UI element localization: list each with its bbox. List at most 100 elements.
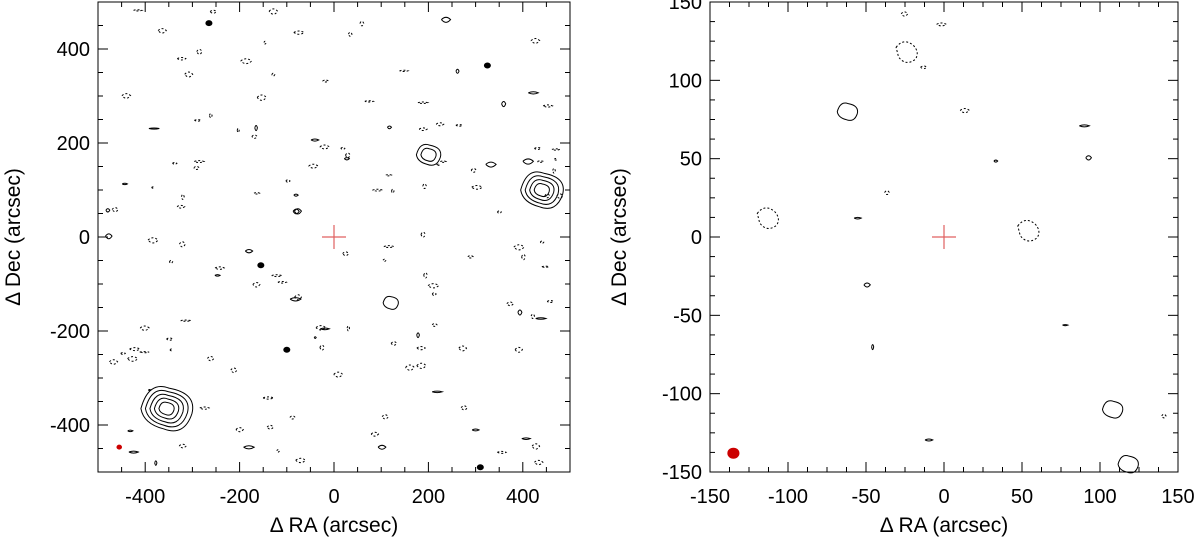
positive-contour (420, 147, 437, 162)
positive-contour (993, 159, 999, 163)
beam-marker (116, 444, 122, 450)
compact-source (205, 20, 213, 27)
negative-contour (440, 160, 448, 163)
positive-contour (1101, 400, 1124, 419)
negative-contour (460, 405, 468, 411)
negative-contour (405, 364, 415, 371)
negative-contour (900, 11, 909, 17)
positive-contour (292, 208, 300, 215)
positive-contour (520, 171, 564, 209)
positive-contour (485, 161, 497, 168)
compact-source (476, 464, 484, 471)
negative-contour (431, 322, 438, 327)
negative-contour (531, 443, 541, 450)
source-contours (140, 20, 564, 471)
negative-contour (436, 163, 441, 166)
negative-contour (319, 144, 331, 150)
negative-contour (147, 237, 159, 244)
negative-contour (209, 9, 218, 14)
negative-contour (333, 371, 344, 378)
negative-contour (884, 190, 890, 196)
negative-contour (236, 127, 240, 134)
negative-contour (539, 240, 545, 244)
negative-contour (214, 266, 226, 270)
y-tick-label: -100 (662, 384, 702, 406)
negative-contour (342, 251, 350, 257)
negative-contour (139, 351, 150, 354)
negative-contour (240, 58, 253, 65)
positive-contour (528, 91, 540, 95)
x-axis-label: Δ RA (arcsec) (880, 514, 1008, 537)
negative-contour (551, 148, 562, 151)
y-tick-label: 0 (79, 227, 90, 249)
negative-contour (346, 325, 351, 332)
negative-contour (271, 72, 276, 77)
positive-contour (310, 138, 320, 142)
positive-contour (1085, 155, 1092, 161)
negative-contour (359, 20, 365, 27)
negative-contour (470, 167, 477, 173)
positive-contour (313, 336, 317, 339)
positive-contour (1062, 324, 1070, 327)
negative-contour (1017, 219, 1040, 242)
negative-contour (208, 113, 213, 119)
negative-contour (542, 104, 554, 108)
negative-contour (294, 294, 303, 301)
negative-contour (423, 272, 428, 279)
positive-contour (521, 437, 532, 440)
positive-contour (243, 445, 256, 450)
negative-contour (166, 337, 174, 341)
negative-contour (194, 160, 206, 164)
negative-contour (496, 210, 502, 214)
negative-contour (168, 259, 174, 264)
positive-contour (836, 102, 859, 121)
negative-contour (133, 9, 144, 12)
positive-contour (214, 274, 222, 277)
positive-contour (1079, 124, 1091, 128)
negative-contour (252, 281, 261, 288)
positive-contour (386, 125, 393, 130)
positive-contour (529, 179, 555, 201)
negative-contour (266, 424, 275, 430)
x-tick-label: 100 (1083, 486, 1116, 508)
negative-contour (340, 146, 346, 150)
negative-contour (458, 345, 468, 352)
negative-contour (347, 31, 353, 37)
y-tick-label: -200 (50, 321, 90, 343)
x-tick-label: -50 (852, 486, 881, 508)
negative-contour (235, 427, 244, 433)
positive-contour (149, 393, 184, 424)
negative-contour (455, 124, 464, 127)
negative-contour (541, 265, 551, 268)
negative-contour (111, 207, 119, 213)
negative-contour (381, 414, 390, 420)
positive-contour (501, 100, 507, 108)
negative-contour (530, 38, 541, 44)
positive-contour (517, 309, 523, 316)
positive-contour (153, 397, 180, 420)
negative-contour (936, 22, 948, 27)
x-tick-label: -100 (768, 486, 808, 508)
negative-contour (178, 443, 188, 449)
negative-contour (308, 163, 319, 169)
negative-contour (427, 283, 440, 289)
negative-contour (230, 367, 238, 374)
positive-contour (871, 344, 875, 351)
x-tick-label: 0 (328, 486, 339, 508)
y-tick-label: -400 (50, 415, 90, 437)
negative-contour (121, 93, 132, 99)
negative-contour (253, 192, 261, 195)
compact-source (283, 346, 291, 353)
negative-contour (196, 48, 203, 55)
noise-contours (853, 11, 1167, 442)
positive-contour (320, 327, 331, 331)
negative-contour (370, 431, 380, 437)
negative-contour (184, 71, 194, 78)
negative-contour (959, 108, 971, 114)
positive-contour (144, 389, 189, 428)
y-tick-label: 100 (669, 70, 702, 92)
negative-contour (418, 127, 428, 132)
negative-contour (382, 258, 387, 262)
negative-contour (506, 301, 515, 307)
positive-contour (853, 216, 863, 220)
